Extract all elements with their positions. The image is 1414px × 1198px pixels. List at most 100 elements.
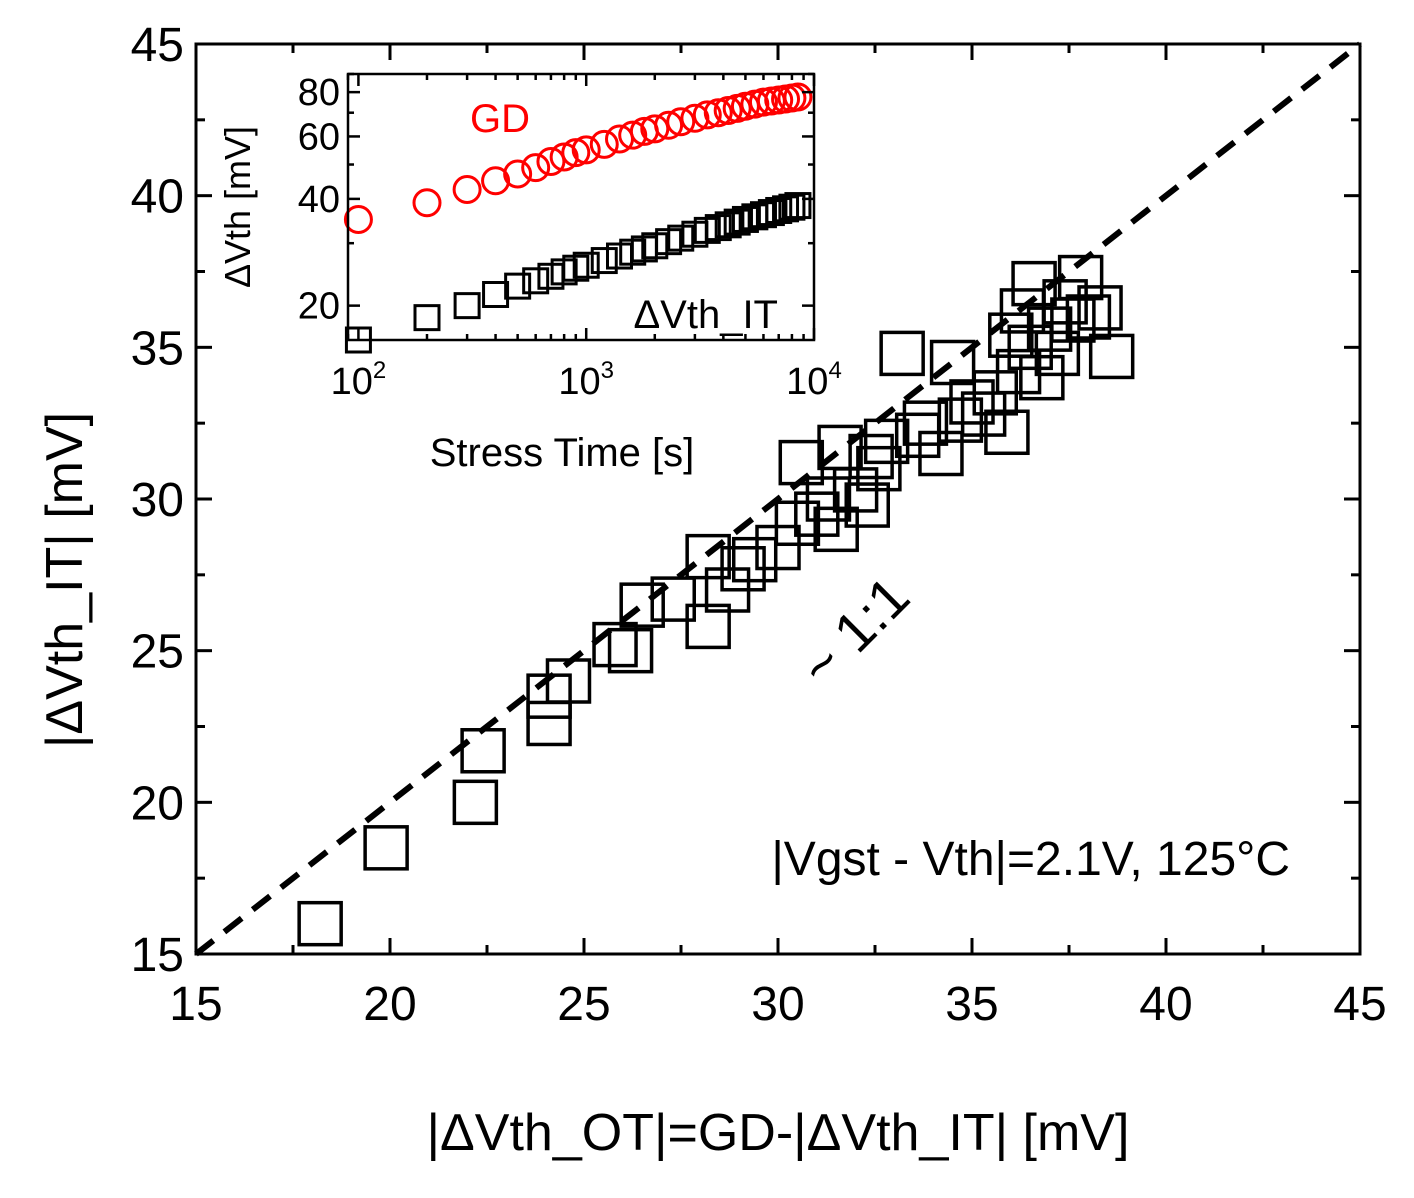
- inset-dvth-it-point: [453, 292, 481, 320]
- main-x-axis-label: |ΔVth_OT|=GD-|ΔVth_IT| [mV]: [427, 1104, 1130, 1162]
- inset-gd-point: [412, 188, 442, 218]
- main-data-point: [949, 379, 995, 425]
- inset-axis-ticks: [346, 72, 816, 340]
- inset-x-tick-label: 103: [558, 357, 614, 403]
- one-to-one-reference-line: [194, 41, 1362, 957]
- inset-gd-point: [481, 166, 511, 196]
- inset-x-tick-label: 104: [786, 357, 842, 403]
- main-y-tick-label: 15: [131, 929, 184, 982]
- inset-dvth-it-point: [413, 304, 441, 332]
- inset-dvth-it-point: [778, 193, 806, 221]
- main-data-point: [848, 433, 894, 480]
- inset-y-tick-label: 40: [298, 179, 340, 221]
- main-chart: 15 20 25 30 35 40 45 15 20 25 30 35 40 45 |ΔVth_OT|=…: [36, 19, 1387, 1162]
- main-x-tick-label: 35: [945, 978, 998, 1031]
- main-data-point: [363, 825, 409, 871]
- inset-dvth-it-point: [641, 232, 669, 260]
- main-data-point: [995, 348, 1042, 395]
- main-y-tick-label: 45: [131, 19, 184, 72]
- main-data-points: [297, 254, 1135, 947]
- main-data-point: [619, 582, 665, 628]
- inset-gd-point: [521, 153, 551, 183]
- inset-gd-point: [654, 110, 684, 140]
- inset-dvth-it-point: [731, 205, 759, 233]
- main-data-point: [1019, 354, 1065, 401]
- inset-dvth-it-point: [749, 201, 777, 229]
- inset-gd-point: [703, 98, 733, 128]
- main-y-tick-label: 20: [131, 777, 184, 830]
- inset-dvth-it-point: [704, 214, 732, 242]
- inset-dvth-it-point: [714, 211, 742, 239]
- inset-x-axis-label: Stress Time [s]: [430, 431, 695, 475]
- main-data-point: [297, 900, 343, 947]
- legend-label-gd: GD: [470, 97, 530, 141]
- main-data-point: [1065, 294, 1112, 340]
- inset-gd-point: [571, 135, 601, 165]
- main-axis-ticks: [194, 42, 1362, 956]
- main-y-tick-labels: 15 20 25 30 35 40 45: [131, 19, 184, 982]
- inset-gd-point: [783, 82, 813, 112]
- main-y-tick-label: 25: [131, 626, 184, 679]
- legend-label-dvth-it: ΔVth_IT: [633, 293, 778, 337]
- main-data-point: [1042, 279, 1088, 325]
- main-data-point: [902, 400, 949, 446]
- inset-dvth-it-point: [590, 247, 618, 275]
- inset-gd-point: [589, 129, 619, 159]
- reference-line-label: ~ 1:1: [787, 564, 921, 698]
- inset-data-points: [343, 82, 813, 354]
- main-data-point: [879, 330, 925, 377]
- inset-y-tick-label: 60: [298, 116, 340, 158]
- inset-dvth-it-point: [482, 280, 510, 308]
- main-data-point: [1034, 330, 1081, 377]
- main-data-point: [856, 445, 902, 492]
- main-data-point: [1077, 285, 1123, 331]
- main-y-tick-label: 40: [131, 171, 184, 224]
- inset-x-tick-label: 102: [331, 357, 387, 403]
- main-data-point: [805, 476, 852, 522]
- inset-dvth-it-point: [572, 251, 600, 279]
- main-x-tick-label: 40: [1139, 978, 1192, 1031]
- main-x-tick-label: 45: [1333, 978, 1386, 1031]
- main-data-point: [452, 779, 499, 826]
- main-data-point: [607, 627, 654, 674]
- inset-dvth-it-point: [784, 192, 812, 220]
- main-data-point: [937, 397, 984, 443]
- main-data-point: [731, 536, 778, 583]
- inset-y-axis-label: ΔVth [mV]: [217, 126, 258, 288]
- inset-dvth-it-point: [522, 267, 550, 295]
- inset-dvth-it-point: [723, 208, 751, 236]
- main-x-tick-label: 20: [363, 978, 416, 1031]
- main-x-tick-label: 30: [751, 978, 804, 1031]
- inset-gd-point: [503, 159, 533, 189]
- main-data-point: [863, 418, 910, 465]
- inset-dvth-it-point: [562, 254, 590, 282]
- inset-y-tick-label: 20: [298, 286, 340, 328]
- inset-dvth-it-point: [504, 272, 532, 300]
- inset-dvth-it-point: [757, 199, 785, 227]
- main-x-tick-label: 15: [169, 978, 222, 1031]
- main-y-axis-label: |ΔVth_IT| [mV]: [36, 412, 94, 748]
- inset-gd-point: [536, 146, 566, 176]
- inset-y-tick-label: 80: [298, 72, 340, 114]
- main-x-tick-label: 25: [557, 978, 610, 1031]
- main-data-point: [460, 728, 506, 774]
- main-data-point: [984, 409, 1030, 456]
- main-data-point: [1026, 306, 1073, 352]
- inset-gd-point: [692, 100, 722, 130]
- inset-gd-point: [561, 138, 591, 168]
- main-y-tick-label: 35: [131, 322, 184, 375]
- condition-annotation: |Vgst - Vth|=2.1V, 125°C: [771, 833, 1290, 886]
- main-y-tick-label: 30: [131, 474, 184, 527]
- inset-gd-point: [452, 175, 482, 205]
- main-data-point: [844, 482, 890, 528]
- inset-gd-point: [343, 204, 373, 234]
- inset-plot-frame: [346, 72, 816, 342]
- inset-gd-point: [640, 114, 670, 144]
- main-data-point: [1088, 333, 1135, 380]
- inset-x-tick-labels: 102 103 104: [331, 357, 842, 403]
- inset-dvth-it-point: [667, 224, 695, 252]
- inset-gd-point: [618, 120, 648, 150]
